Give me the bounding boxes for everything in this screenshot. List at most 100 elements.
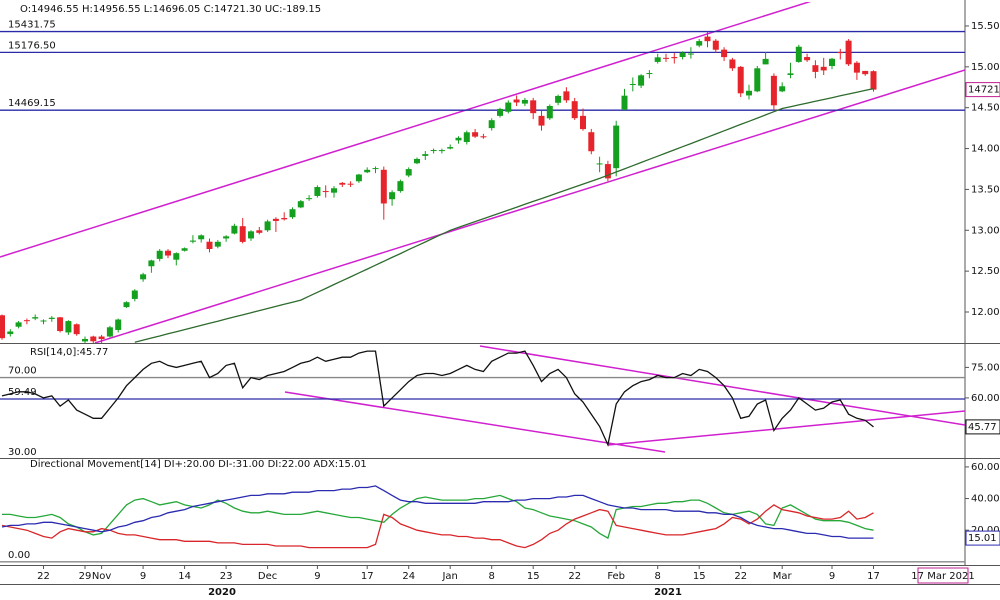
- moving-average: [134, 87, 874, 343]
- candle-body: [845, 40, 852, 65]
- level-label: 59.49: [8, 387, 37, 398]
- candle-body: [272, 218, 279, 221]
- candle-body: [820, 66, 827, 71]
- candle-body: [198, 235, 205, 240]
- candle-body: [596, 163, 603, 165]
- x-tick-label: 17: [867, 571, 880, 582]
- y-tick-label: 15.50K: [971, 21, 1000, 32]
- candle-body: [430, 150, 437, 152]
- candle-body: [438, 150, 445, 152]
- candle-body: [555, 95, 562, 103]
- candle-body: [704, 36, 711, 42]
- candle-body: [32, 317, 39, 319]
- level-label: 14469.15: [8, 98, 56, 109]
- level-label: 30.00: [8, 447, 37, 458]
- candle-body: [737, 66, 744, 94]
- level-label: 15176.50: [8, 40, 56, 51]
- candle-body: [513, 99, 520, 103]
- trend-line: [479, 345, 965, 426]
- candle-body: [538, 115, 545, 126]
- x-tick-label: 8: [655, 571, 661, 582]
- indicator-line: [1, 504, 874, 549]
- y-tick-label: 60.00: [971, 462, 1000, 473]
- candle-body: [131, 290, 138, 299]
- candle-body: [23, 320, 30, 322]
- candle-body: [140, 274, 147, 280]
- candle-body: [621, 95, 628, 110]
- candle-body: [73, 324, 80, 335]
- candle-body: [588, 132, 595, 152]
- candle-body: [638, 75, 645, 86]
- x-tick-label: Dec: [258, 571, 277, 582]
- candle-body: [165, 250, 171, 256]
- candle-body: [804, 57, 811, 61]
- candle-body: [306, 198, 313, 200]
- candle-body: [15, 322, 22, 327]
- candle-body: [480, 136, 487, 138]
- channel-line: [0, 2, 812, 258]
- candle-body: [679, 52, 686, 58]
- last-value-label: 15.01: [968, 533, 997, 544]
- candle-body: [148, 260, 155, 267]
- x-tick-label: 9: [314, 571, 320, 582]
- candle-body: [0, 315, 5, 339]
- last-value-label: 45.77: [968, 422, 997, 433]
- x-tick-label: 22: [37, 571, 50, 582]
- candle-body: [364, 169, 371, 173]
- candle-body: [289, 209, 296, 218]
- x-tick-label: 22: [734, 571, 747, 582]
- candle-body: [571, 101, 578, 119]
- y-tick-label: 13.00K: [971, 225, 1000, 236]
- candle-body: [770, 75, 777, 106]
- x-tick-label: 15: [693, 571, 706, 582]
- price-header: O:14946.55 H:14956.55 L:14696.05 C:14721…: [20, 4, 321, 15]
- candle-body: [779, 86, 786, 92]
- x-tick-label: Nov: [92, 571, 112, 582]
- x-tick-label: Feb: [607, 571, 625, 582]
- plot-area: 15431.75 15176.50 14469.15: [0, 20, 965, 343]
- candle-body: [754, 68, 761, 92]
- candle-body: [189, 240, 196, 242]
- candle-body: [331, 188, 337, 193]
- candle-body: [256, 230, 263, 233]
- last-value-box: [965, 530, 1000, 546]
- candle-body: [57, 317, 64, 332]
- candle-body: [239, 226, 246, 242]
- candle-body: [322, 191, 329, 193]
- indicator-line: [2, 494, 874, 540]
- y-tick-label: 40.00: [971, 494, 1000, 505]
- x-tick-label: 22: [568, 571, 581, 582]
- candle-body: [115, 319, 122, 330]
- y-tick-label: 12.50K: [971, 266, 1000, 277]
- candle-body: [629, 83, 636, 85]
- candle-body: [389, 192, 396, 200]
- candle-body: [48, 317, 55, 319]
- candle-body: [762, 58, 769, 65]
- candle-body: [604, 164, 611, 179]
- candle-body: [870, 71, 877, 90]
- candle-body: [223, 236, 230, 239]
- candle-body: [530, 100, 537, 114]
- candle-body: [248, 231, 254, 239]
- x-tick-label: 29: [79, 571, 92, 582]
- candle-body: [463, 132, 470, 143]
- indicator-line: [1, 350, 874, 447]
- y-tick-label: 75.00: [971, 362, 1000, 373]
- x-tick-label: 24: [402, 571, 415, 582]
- last-value-box: [965, 419, 1000, 435]
- y-tick-label: 13.50K: [971, 184, 1000, 195]
- candle-body: [347, 183, 354, 185]
- x-tick-label: 14: [178, 571, 191, 582]
- candle-body: [646, 73, 653, 75]
- candle-body: [7, 331, 14, 335]
- candle-body: [546, 105, 553, 119]
- channel-line: [94, 69, 965, 343]
- level-label: 0.00: [8, 550, 30, 561]
- candle-body: [405, 169, 412, 176]
- candle-body: [563, 91, 570, 101]
- dmi-header: Directional Movement[14] DI+:20.00 DI-:3…: [30, 459, 367, 470]
- candle-body: [853, 62, 860, 73]
- candle-body: [355, 174, 362, 182]
- y-tick-label: 14.00K: [971, 144, 1000, 155]
